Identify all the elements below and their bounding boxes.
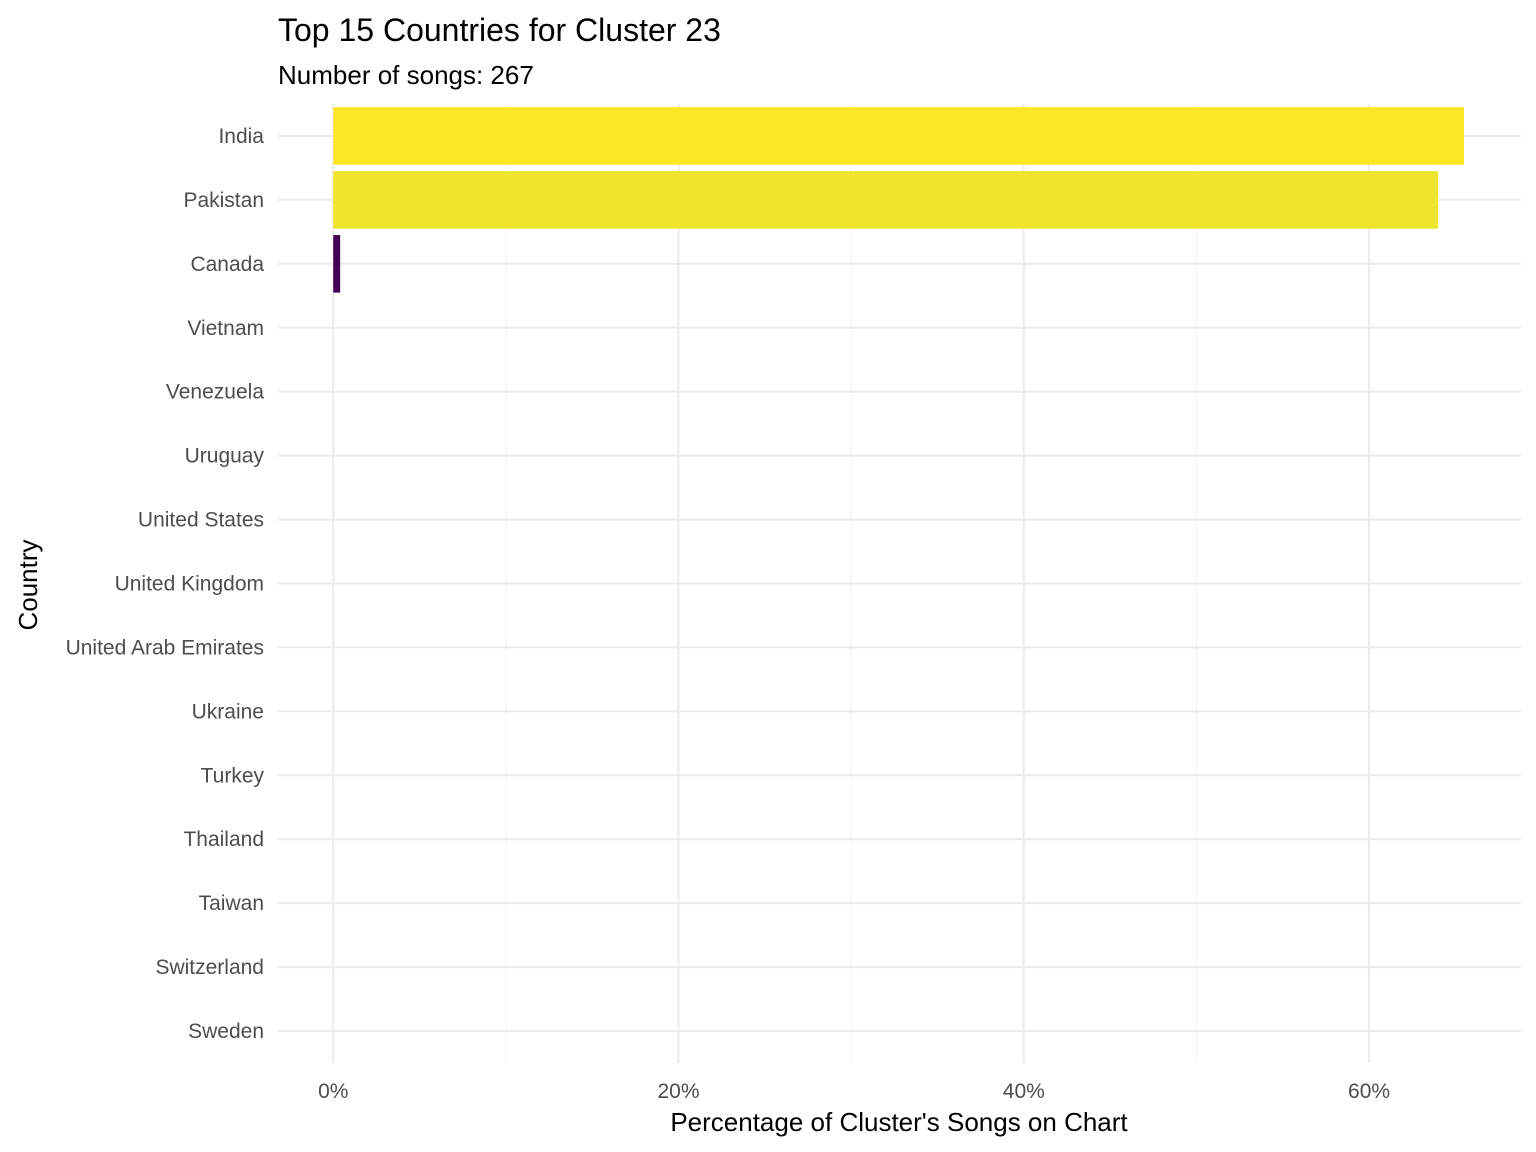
x-tick-label: 20%	[658, 1080, 700, 1103]
chart-title: Top 15 Countries for Cluster 23	[278, 12, 721, 48]
y-tick-label: India	[218, 125, 264, 148]
grid	[278, 104, 1521, 1063]
y-tick-label: Switzerland	[155, 956, 264, 979]
y-tick-label: Vietnam	[187, 317, 264, 340]
x-tick-label: 0%	[318, 1080, 348, 1103]
bar-canada	[333, 235, 341, 293]
x-tick-label: 60%	[1348, 1080, 1390, 1103]
y-tick-label: Pakistan	[183, 189, 264, 212]
x-axis-tick-labels: 0% 20% 40% 60%	[318, 1080, 1390, 1103]
chart-subtitle: Number of songs: 267	[278, 60, 534, 90]
bars	[333, 107, 1465, 293]
y-tick-label: United Kingdom	[115, 573, 264, 596]
y-tick-label: United Arab Emirates	[66, 636, 264, 659]
x-axis-title: Percentage of Cluster's Songs on Chart	[670, 1107, 1128, 1137]
y-tick-label: Canada	[190, 253, 264, 276]
y-tick-label: Venezuela	[166, 381, 264, 404]
y-tick-label: Thailand	[183, 828, 264, 851]
y-tick-label: Ukraine	[192, 700, 264, 723]
y-tick-label: Taiwan	[199, 892, 264, 915]
bar-india	[333, 107, 1465, 165]
x-tick-label: 40%	[1003, 1080, 1045, 1103]
y-axis-tick-labels: India Pakistan Canada Vietnam Venezuela Urugu…	[66, 125, 265, 1043]
y-tick-label: Uruguay	[185, 445, 265, 468]
y-axis-title: Country	[13, 539, 43, 630]
y-tick-label: Turkey	[201, 764, 265, 787]
y-tick-label: Sweden	[188, 1020, 264, 1043]
y-tick-label: United States	[138, 509, 264, 532]
bar-pakistan	[333, 171, 1439, 229]
